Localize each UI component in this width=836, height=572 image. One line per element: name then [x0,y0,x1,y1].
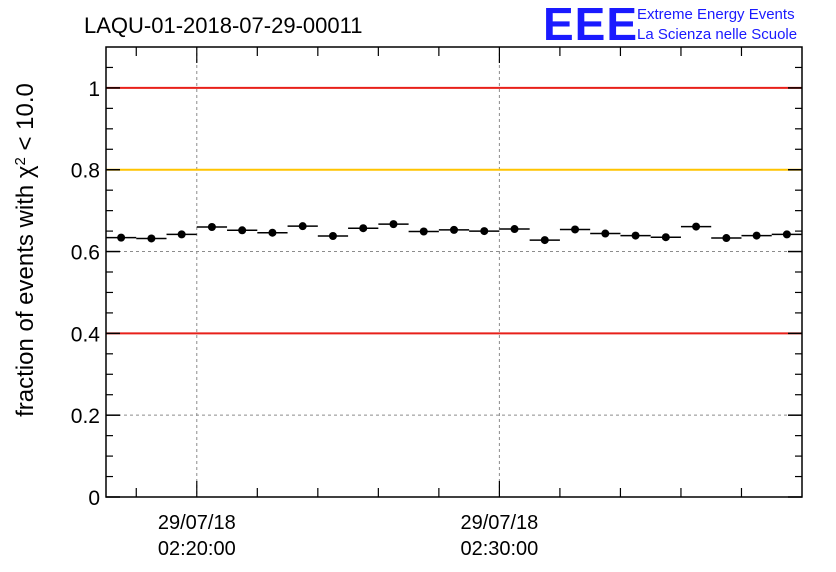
data-point [692,222,701,231]
data-point [177,230,186,239]
data-point [117,233,126,242]
data-point [328,232,337,240]
data-point [752,231,761,240]
y-axis-title-suffix: < 10.0 [12,83,39,157]
data-point [450,225,458,234]
plot-frame [105,46,803,498]
logo-line-1: Extreme Energy Events [637,6,795,23]
y-axis-title-prefix: fraction of events with [12,178,39,417]
x-tick-label-date: 29/07/18 [460,512,538,534]
data-point [207,223,216,231]
x-tick-label-time: 02:30:00 [460,538,538,560]
data-point [782,230,791,239]
data-point [661,233,670,242]
eee-logo: EEE Extreme Energy Events La Scienza nel… [543,0,797,50]
data-point [419,227,428,236]
data-point [480,227,489,236]
data-point [722,234,731,243]
data-point [268,228,277,237]
data-point [631,231,640,240]
grid-lines [106,47,802,497]
logo-line-2: La Scienza nelle Scuole [637,26,797,43]
logo-mark: EEE [543,0,638,50]
data-point [147,234,156,243]
data-series [106,220,802,245]
data-point [389,220,398,229]
data-point [238,226,247,235]
y-tick-label: 0.6 [71,242,100,265]
x-tick-label-date: 29/07/18 [158,512,236,534]
y-tick-label: 0.2 [71,405,100,428]
y-tick-label: 1 [88,78,100,101]
y-axis-title: fraction of events with χ2 < 10.0 [12,83,40,417]
data-point [359,224,368,233]
y-axis-title-symbol: χ [12,165,39,178]
chart-title: LAQU-01-2018-07-29-00011 [84,13,362,38]
data-point [571,225,580,234]
data-point [601,229,610,238]
axis-ticks [106,47,802,498]
x-tick-label-time: 02:20:00 [158,538,236,560]
reference-lines [106,86,802,335]
data-point [298,222,307,231]
y-tick-label: 0.8 [71,160,100,183]
x-tick-labels: 29/07/18 02:20:00 29/07/18 02:30:00 [158,512,538,560]
y-tick-label: 0.4 [71,323,101,346]
data-point [510,225,519,234]
y-axis-title-sup: 2 [12,157,29,165]
y-tick-label: 0 [88,487,100,510]
data-point [540,236,549,245]
y-tick-labels: 0 0.2 0.4 0.6 0.8 1 [71,78,101,510]
